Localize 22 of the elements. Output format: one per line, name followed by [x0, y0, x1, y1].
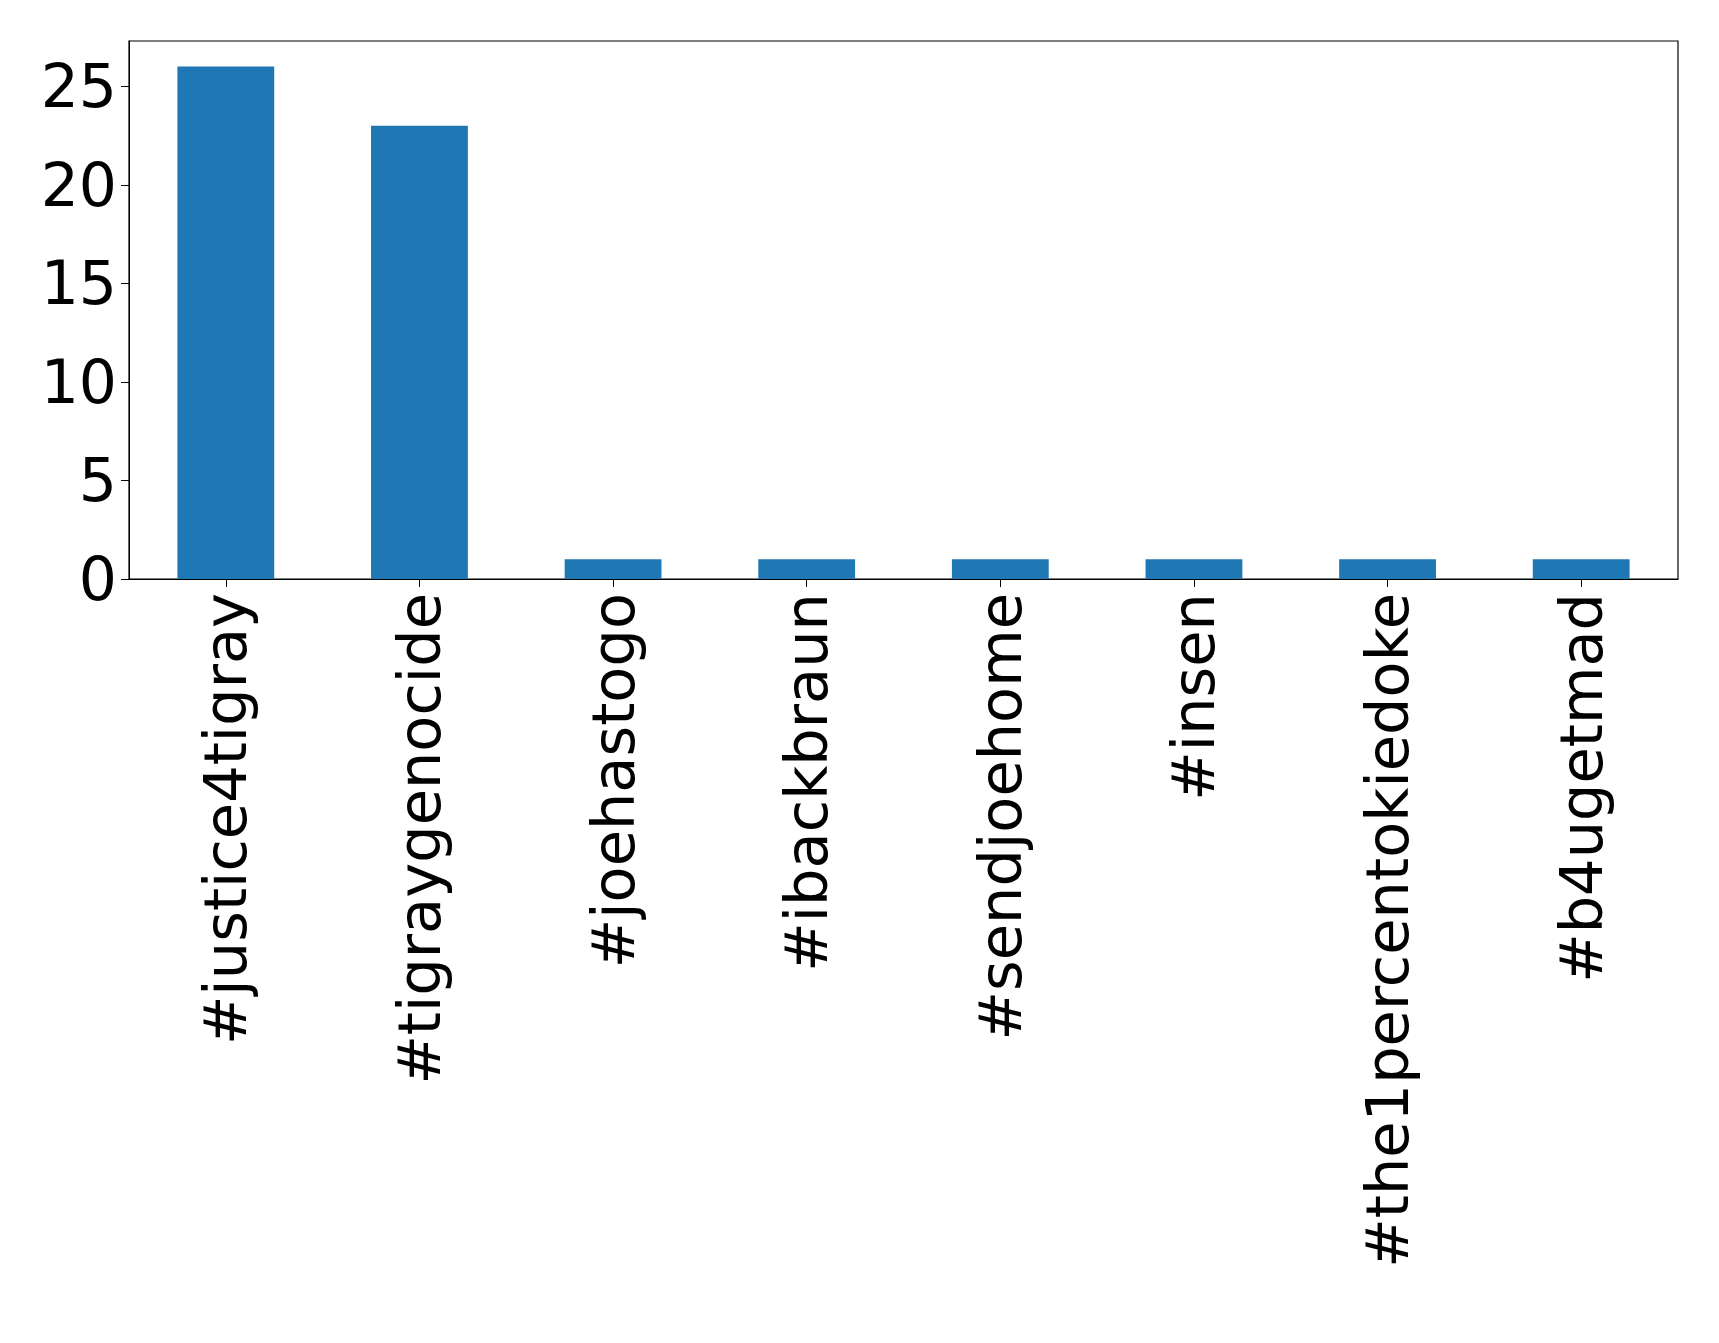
x-tick-label: #ibackbraun [772, 593, 842, 972]
y-tick-label: 15 [40, 248, 117, 319]
bar [758, 559, 856, 579]
y-tick-label: 0 [78, 544, 117, 614]
x-tick-label: #insen [1159, 593, 1229, 801]
bar [177, 66, 275, 579]
bar [1532, 559, 1630, 579]
x-tick-label: #tigraygenocide [384, 593, 454, 1085]
y-tick-label: 25 [40, 51, 117, 122]
x-tick-label: #sendjoehome [965, 593, 1035, 1041]
x-tick-label: #joehastogo [578, 593, 648, 969]
bar [371, 125, 468, 579]
x-tick-label: #the1percentokiedoke [1353, 593, 1423, 1268]
bar [564, 559, 662, 579]
y-tick-label: 5 [78, 445, 117, 516]
bar [951, 559, 1049, 579]
bar [1339, 559, 1436, 579]
bar [1145, 559, 1243, 579]
y-tick-label: 20 [40, 149, 117, 220]
x-tick-label: #justice4tigray [191, 593, 261, 1046]
y-tick-label: 10 [40, 346, 117, 417]
x-tick-label: #b4ugetmad [1546, 593, 1616, 983]
